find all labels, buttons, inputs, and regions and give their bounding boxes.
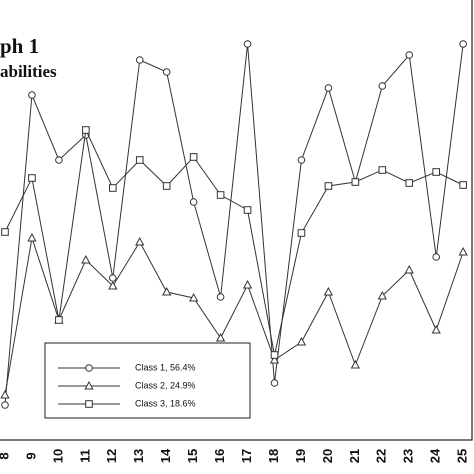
legend-marker bbox=[84, 380, 94, 390]
marker bbox=[297, 156, 306, 164]
marker bbox=[162, 68, 171, 76]
marker bbox=[109, 274, 117, 282]
marker bbox=[405, 179, 414, 187]
marker bbox=[109, 184, 117, 192]
plot-frame bbox=[0, 0, 473, 441]
x-tick-label: 25 bbox=[455, 449, 470, 463]
marker bbox=[108, 280, 118, 290]
marker bbox=[135, 56, 144, 64]
marker bbox=[324, 182, 333, 190]
marker bbox=[55, 316, 63, 324]
marker bbox=[270, 379, 279, 387]
marker bbox=[459, 181, 467, 189]
marker bbox=[378, 166, 387, 174]
chart-title: ph 1 bbox=[0, 34, 39, 58]
marker bbox=[405, 51, 414, 59]
marker bbox=[216, 293, 225, 301]
marker bbox=[189, 198, 198, 206]
series-line bbox=[4, 128, 464, 356]
marker bbox=[28, 174, 36, 182]
marker bbox=[82, 126, 90, 134]
marker bbox=[1, 228, 9, 236]
marker bbox=[377, 290, 387, 300]
x-tick-label: 13 bbox=[131, 449, 146, 463]
marker bbox=[0, 389, 10, 399]
x-tick-label: 18 bbox=[266, 449, 281, 463]
x-tick-label: 22 bbox=[374, 449, 389, 463]
x-tick-label: 17 bbox=[239, 449, 254, 463]
marker bbox=[135, 236, 145, 246]
marker bbox=[216, 191, 225, 199]
legend-label: Class 2, 24.9% bbox=[135, 380, 196, 390]
legend-marker bbox=[85, 364, 93, 372]
legend-box bbox=[44, 342, 251, 419]
marker bbox=[1, 401, 9, 409]
marker bbox=[215, 332, 226, 342]
legend-label: Class 1, 56.4% bbox=[135, 362, 196, 372]
x-tick-label: 19 bbox=[293, 449, 308, 463]
marker bbox=[189, 292, 199, 302]
marker bbox=[243, 206, 252, 214]
series-line bbox=[4, 43, 464, 406]
marker bbox=[55, 156, 63, 164]
marker bbox=[378, 82, 387, 90]
series-line bbox=[4, 237, 464, 396]
x-tick-label: 10 bbox=[50, 449, 65, 463]
marker bbox=[270, 351, 279, 359]
x-tick-label: 24 bbox=[428, 448, 443, 463]
x-tick-label: 21 bbox=[347, 449, 362, 463]
legend-marker bbox=[85, 400, 93, 408]
marker bbox=[135, 156, 144, 164]
x-tick-label: 11 bbox=[77, 449, 92, 463]
marker bbox=[432, 253, 441, 261]
marker bbox=[404, 264, 414, 274]
marker bbox=[324, 84, 333, 92]
legend-label: Class 3, 18.6% bbox=[135, 398, 196, 408]
marker bbox=[458, 246, 468, 256]
x-tick-label: 12 bbox=[104, 449, 119, 463]
marker bbox=[27, 232, 37, 242]
marker bbox=[431, 324, 441, 334]
marker bbox=[432, 168, 440, 176]
x-tick-label: 15 bbox=[185, 449, 200, 463]
x-tick-label: 14 bbox=[158, 448, 173, 463]
marker bbox=[350, 359, 360, 369]
marker bbox=[243, 40, 252, 48]
marker bbox=[459, 40, 467, 48]
marker bbox=[28, 91, 36, 99]
chart-subtitle: abilities bbox=[0, 62, 57, 81]
x-tick-label: 20 bbox=[320, 449, 335, 463]
marker bbox=[351, 178, 360, 186]
marker bbox=[81, 254, 91, 264]
x-tick-label: 8 bbox=[0, 452, 11, 459]
marker bbox=[323, 286, 334, 296]
marker bbox=[296, 336, 307, 346]
marker bbox=[162, 286, 172, 296]
x-tick-label: 16 bbox=[212, 449, 227, 463]
marker bbox=[269, 354, 280, 364]
marker bbox=[189, 153, 198, 161]
x-tick-label: 9 bbox=[23, 452, 38, 459]
x-tick-label: 23 bbox=[401, 449, 416, 463]
marker bbox=[297, 229, 306, 237]
marker bbox=[162, 182, 171, 190]
marker bbox=[242, 279, 253, 289]
